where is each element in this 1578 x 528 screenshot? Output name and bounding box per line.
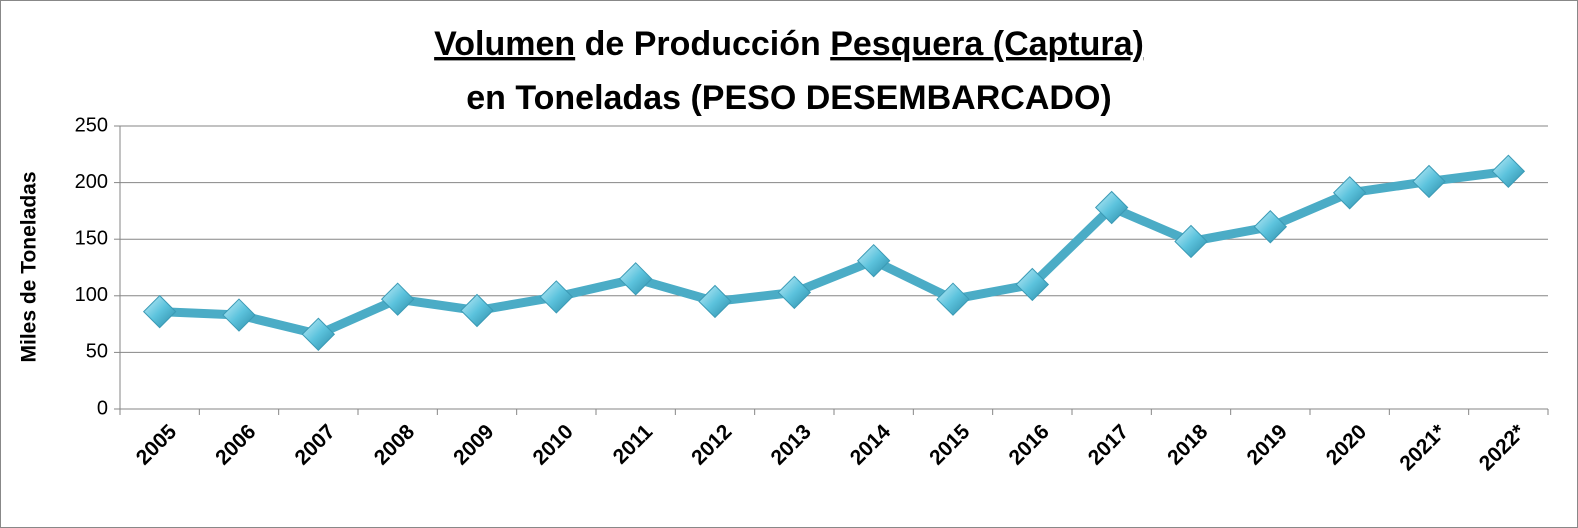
data-point [460, 293, 494, 328]
title-part: de Producción [575, 25, 830, 63]
data-point [936, 282, 970, 316]
data-point [1094, 190, 1129, 225]
y-tick-label: 150 [75, 227, 108, 249]
data-point [1253, 210, 1288, 244]
data-point [777, 275, 812, 310]
title-part: Volumen [434, 25, 575, 63]
data-point [1491, 154, 1526, 188]
data-point [222, 298, 256, 332]
chart-title: Volumen de Producción Pesquera (Captura) [434, 25, 1144, 63]
chart-title: en Toneladas (PESO DESEMBARCADO) [466, 79, 1111, 117]
y-tick-label: 0 [97, 397, 108, 419]
title-part: en Toneladas (PESO DESEMBARCADO) [466, 79, 1111, 117]
data-point [1174, 224, 1208, 259]
y-tick-label: 250 [75, 114, 108, 136]
y-tick-label: 200 [75, 171, 108, 193]
data-point [1412, 164, 1446, 199]
y-axis-label: Miles de Toneladas [18, 172, 41, 363]
data-point [698, 284, 732, 319]
y-tick-label: 50 [86, 341, 108, 363]
data-point [618, 262, 653, 296]
data-point [380, 282, 415, 316]
data-point [1332, 176, 1367, 210]
title-part: Pesquera (Captura) [830, 25, 1144, 63]
data-point [856, 244, 891, 278]
y-tick-label: 100 [75, 284, 108, 306]
data-point [1015, 267, 1050, 302]
data-point [301, 317, 336, 351]
data-line [159, 166, 1509, 339]
data-point [142, 294, 177, 329]
data-point [539, 280, 574, 314]
